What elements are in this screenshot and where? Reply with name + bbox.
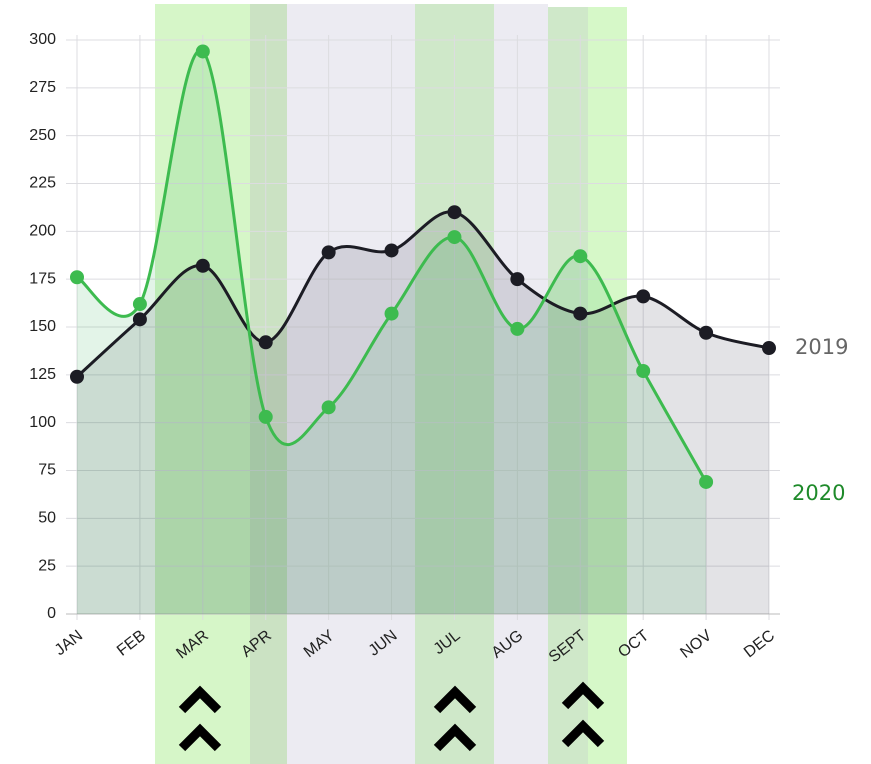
data-point [573, 249, 588, 264]
data-point [195, 258, 210, 273]
data-point [510, 272, 525, 287]
data-point [699, 325, 714, 340]
data-point [70, 369, 84, 384]
y-tick-label: 250 [29, 127, 56, 144]
y-tick-label: 0 [47, 605, 56, 622]
y-tick-label: 200 [29, 223, 56, 240]
y-tick-label: 275 [29, 79, 56, 96]
data-point [447, 230, 462, 245]
data-point [762, 341, 776, 356]
data-point [258, 409, 273, 424]
x-tick-label: DEC [741, 627, 778, 661]
grid [66, 35, 780, 620]
data-point [132, 297, 147, 312]
data-point [132, 312, 147, 327]
legend-entry: 2020 [792, 481, 845, 505]
y-tick-label: 50 [38, 510, 56, 527]
data-point [321, 400, 336, 415]
data-point [384, 306, 399, 321]
lines [70, 44, 776, 489]
x-tick-label: NOV [677, 627, 715, 662]
data-point [699, 474, 714, 489]
y-tick-label: 175 [29, 270, 56, 287]
x-tick-label: JAN [52, 627, 86, 659]
y-tick-label: 225 [29, 175, 56, 192]
data-point [321, 245, 336, 260]
series-area [77, 50, 707, 614]
legend-entry: 2019 [795, 335, 848, 359]
y-tick-label: 100 [29, 414, 56, 431]
y-tick-label: 300 [29, 31, 56, 48]
data-point [510, 321, 525, 336]
data-point [636, 364, 651, 379]
data-point [573, 306, 588, 321]
data-point [258, 335, 273, 350]
y-tick-label: 75 [38, 462, 56, 479]
x-tick-label: FEB [114, 627, 149, 660]
series-line [76, 49, 708, 483]
data-point [384, 243, 399, 258]
y-tick-label: 25 [38, 557, 56, 574]
y-tick-label: 150 [29, 318, 56, 335]
data-point [636, 289, 651, 304]
data-point [195, 44, 210, 59]
data-point [70, 270, 84, 285]
data-point [447, 205, 462, 220]
y-tick-label: 125 [29, 366, 56, 383]
chevrons [178, 681, 605, 752]
